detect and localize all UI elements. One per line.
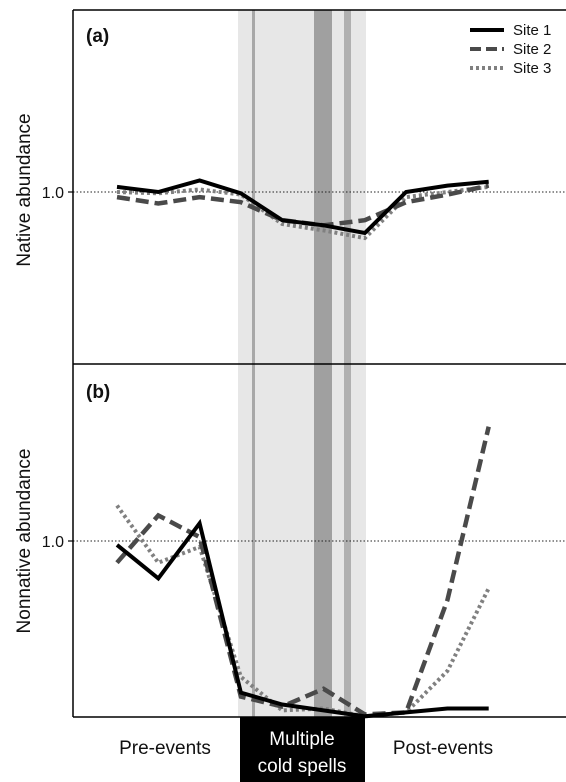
panel-a-ytick-label: 1.0 [42, 185, 64, 202]
panel-b-series [115, 426, 491, 719]
phase-post-events: Post-events [393, 738, 493, 759]
panel-a-series-site1-line [116, 178, 489, 236]
phase-pre-events: Pre-events [119, 738, 211, 759]
legend-label-site2: Site 2 [513, 41, 551, 58]
legend-label-site3: Site 3 [513, 60, 551, 77]
panel-a-series [116, 178, 490, 241]
cold-spells-label-box [240, 717, 365, 782]
phase-cold-line2: cold spells [258, 756, 347, 777]
panel-b-ytick-label: 1.0 [42, 534, 64, 551]
panel-a-series-site3-line [116, 184, 489, 241]
phase-cold-line1: Multiple [269, 729, 334, 750]
legend: Site 1 Site 2 Site 3 [470, 22, 551, 77]
panel-b-series-site1-line [115, 518, 489, 719]
panel-a-ylabel: Native abundance [14, 113, 35, 266]
panel-b-series-site2-line [115, 426, 491, 717]
panel-b-ylabel: Nonnative abundance [14, 449, 35, 634]
panel-b-label: (b) [86, 382, 110, 403]
legend-label-site1: Site 1 [513, 22, 551, 39]
panel-a-label: (a) [86, 26, 109, 47]
